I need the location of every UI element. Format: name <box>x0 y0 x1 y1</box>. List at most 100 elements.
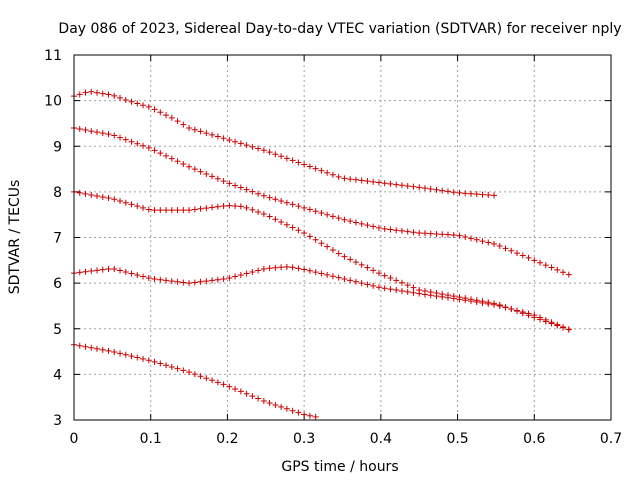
plus-marker <box>180 161 187 168</box>
plus-marker <box>278 218 285 225</box>
plus-marker <box>197 205 204 212</box>
series-track-5 <box>71 341 319 420</box>
plus-marker <box>387 274 394 281</box>
plus-marker <box>88 88 95 95</box>
plus-marker <box>358 177 365 184</box>
plus-marker <box>249 206 256 213</box>
plus-marker <box>324 243 331 250</box>
data-series <box>71 88 572 420</box>
plus-marker <box>111 92 118 99</box>
plus-marker <box>467 190 474 197</box>
plus-marker <box>209 204 216 211</box>
plus-marker <box>416 184 423 191</box>
plus-marker <box>352 176 359 183</box>
plus-marker <box>168 363 175 370</box>
plot-frame <box>73 54 612 421</box>
plus-marker <box>145 144 152 151</box>
plus-marker <box>117 134 124 141</box>
plus-marker <box>111 196 118 203</box>
plus-marker <box>398 279 405 286</box>
plus-marker <box>255 395 262 402</box>
plus-marker <box>82 343 89 350</box>
plus-marker <box>243 204 250 211</box>
plus-marker <box>416 229 423 236</box>
plus-marker <box>485 239 492 246</box>
plus-marker <box>117 94 124 101</box>
plus-marker <box>134 354 141 361</box>
x-tick-label: 0.4 <box>370 431 392 447</box>
plus-marker <box>462 297 469 304</box>
plus-marker <box>329 213 336 220</box>
plus-marker <box>485 191 492 198</box>
plus-marker <box>347 176 354 183</box>
plus-marker <box>531 312 538 319</box>
plus-marker <box>232 138 239 145</box>
plus-marker <box>537 259 544 266</box>
plus-marker <box>203 278 210 285</box>
plus-marker <box>479 191 486 198</box>
plus-marker <box>364 178 371 185</box>
plus-marker <box>266 149 273 156</box>
plus-marker <box>226 136 233 143</box>
plus-marker <box>82 127 89 134</box>
y-tick-label: 8 <box>53 185 62 201</box>
plus-marker <box>76 189 83 196</box>
plus-marker <box>145 357 152 364</box>
plus-marker <box>122 136 129 143</box>
plus-marker <box>163 152 170 159</box>
plus-marker <box>306 163 313 170</box>
plus-marker <box>76 342 83 349</box>
plus-marker <box>387 286 394 293</box>
plus-marker <box>502 304 509 311</box>
plus-marker <box>289 224 296 231</box>
plus-marker <box>232 385 239 392</box>
plus-marker <box>99 90 106 97</box>
plus-marker <box>237 184 244 191</box>
plus-marker <box>255 208 262 215</box>
grid <box>74 55 611 420</box>
plus-marker <box>427 292 434 299</box>
plus-marker <box>226 383 233 390</box>
plus-marker <box>548 264 555 271</box>
plus-marker <box>128 201 135 208</box>
plus-marker <box>410 284 417 291</box>
plus-marker <box>375 284 382 291</box>
plus-marker <box>433 186 440 193</box>
plus-marker <box>324 169 331 176</box>
plus-marker <box>427 185 434 192</box>
plus-marker <box>278 403 285 410</box>
plus-marker <box>525 254 532 261</box>
plus-marker <box>485 300 492 307</box>
plus-marker <box>122 351 129 358</box>
plus-marker <box>272 151 279 158</box>
plus-marker <box>180 121 187 128</box>
plus-marker <box>381 285 388 292</box>
x-axis-label: GPS time / hours <box>281 459 398 475</box>
plus-marker <box>186 369 193 376</box>
plus-marker <box>439 231 446 238</box>
plus-marker <box>312 413 319 420</box>
plus-marker <box>174 158 181 165</box>
plus-marker <box>329 273 336 280</box>
plus-marker <box>94 192 101 199</box>
plus-marker <box>209 277 216 284</box>
plus-marker <box>272 196 279 203</box>
plus-marker <box>174 118 181 125</box>
plus-marker <box>289 201 296 208</box>
plus-marker <box>249 188 256 195</box>
x-tick-label: 0.1 <box>140 431 162 447</box>
plus-marker <box>122 199 129 206</box>
plus-marker <box>301 204 308 211</box>
plus-marker <box>237 203 244 210</box>
plus-marker <box>450 295 457 302</box>
plus-marker <box>301 411 308 418</box>
plus-marker <box>220 381 227 388</box>
plus-marker <box>312 208 319 215</box>
plus-marker <box>329 171 336 178</box>
plus-marker <box>456 189 463 196</box>
plus-marker <box>82 268 89 275</box>
plus-marker <box>105 195 112 202</box>
plus-marker <box>352 259 359 266</box>
plus-marker <box>117 198 124 204</box>
plus-marker <box>191 206 198 213</box>
